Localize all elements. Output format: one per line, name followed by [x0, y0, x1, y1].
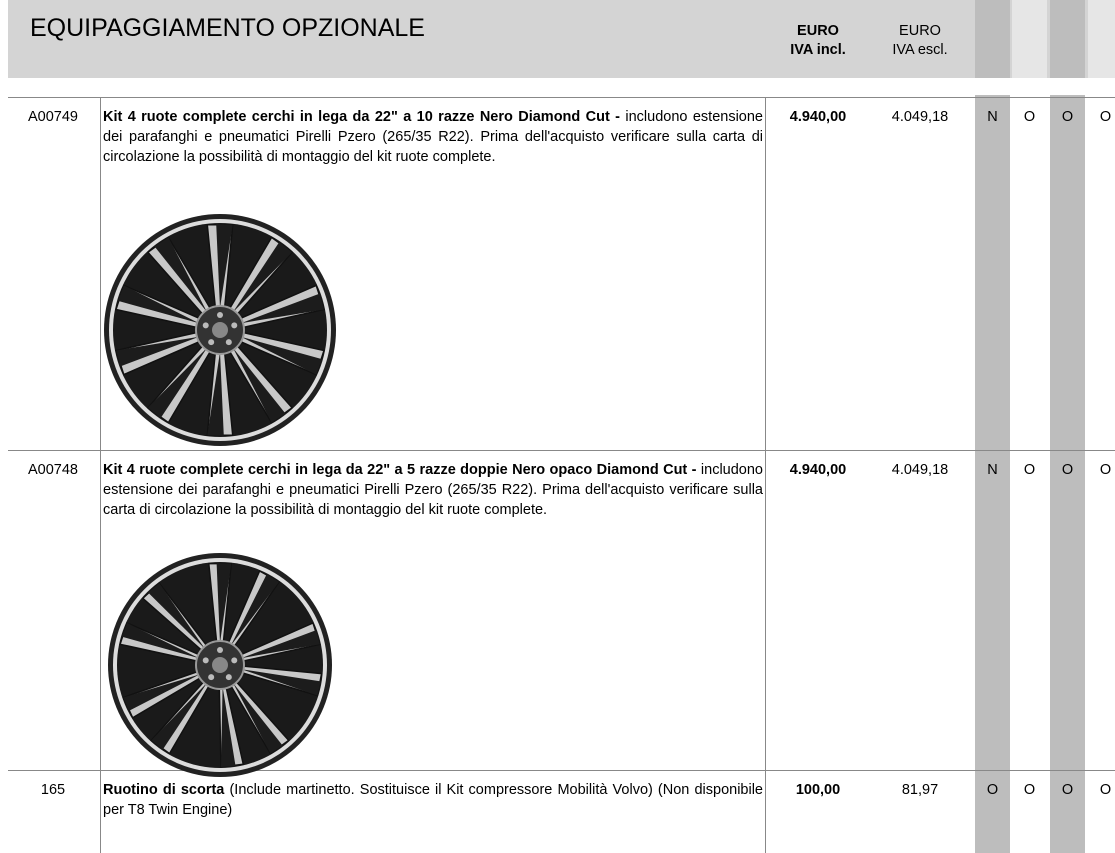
item-text: includono estensione dei parafanghi e pn…: [103, 462, 763, 518]
price-excl: 4.049,18: [891, 462, 949, 478]
wheel-part: [122, 623, 200, 659]
price-excl-header: EURO IVA escl.: [870, 22, 970, 60]
availability: O: [1099, 782, 1112, 798]
title: EQUIPAGGIAMENTO OPZIONALE: [30, 14, 425, 42]
wheel-part: [207, 352, 224, 436]
wheel-part: [202, 657, 209, 664]
wheel-part: [212, 657, 228, 673]
wheel-part: [240, 630, 320, 659]
description: Ruotino di scorta (Include martinetto. S…: [103, 780, 763, 820]
price-excl: 81,97: [901, 782, 939, 798]
code: A00749: [28, 109, 78, 125]
wheel-part: [221, 686, 236, 767]
item-title: Kit 4 ruote complete cerchi in lega da 2…: [103, 109, 621, 125]
price-incl: 4.940,00: [789, 462, 847, 478]
availability: N: [987, 109, 998, 125]
wheel-part: [232, 347, 286, 423]
availability: O: [1023, 782, 1036, 798]
price-incl: 4.940,00: [789, 109, 847, 125]
wheel-part: [216, 563, 232, 643]
code: A00748: [28, 462, 78, 478]
header-col: [1050, 0, 1085, 78]
divider: [765, 97, 766, 853]
item-title: Kit 4 ruote complete cerchi in lega da 2…: [103, 462, 697, 478]
price-incl-header: EURO IVA incl.: [768, 22, 868, 60]
avail-col: [975, 95, 1010, 853]
header-line: IVA incl.: [790, 42, 846, 58]
availability: O: [1061, 782, 1074, 798]
item-text: includono estensione dei parafanghi e pn…: [103, 109, 763, 165]
wheel-part: [217, 312, 223, 318]
price-excl: 4.049,18: [891, 109, 949, 125]
availability: O: [1099, 109, 1112, 125]
wheel-part: [116, 336, 200, 367]
wheel-part: [202, 322, 209, 329]
header-col: [1012, 0, 1047, 78]
availability: O: [1023, 109, 1036, 125]
availability: O: [1061, 462, 1074, 478]
row-line: [8, 770, 1115, 771]
description: Kit 4 ruote complete cerchi in lega da 2…: [103, 107, 763, 167]
wheel-part: [148, 583, 205, 649]
availability: O: [1023, 462, 1036, 478]
avail-col: [1050, 95, 1085, 853]
price-incl: 100,00: [795, 782, 841, 798]
header-line: EURO: [899, 23, 941, 39]
availability: O: [1061, 109, 1074, 125]
wheel-part: [118, 285, 200, 324]
header-col: [1088, 0, 1115, 78]
wheel-part: [225, 339, 232, 346]
row-line: [8, 97, 1115, 98]
wheel-part: [147, 347, 208, 418]
wheel-part: [208, 674, 215, 681]
availability: N: [987, 462, 998, 478]
wheel-part: [216, 224, 233, 308]
header-band: [8, 0, 1115, 78]
availability: O: [1099, 462, 1112, 478]
item-text: (Include martinetto. Sostituisce il Kit …: [103, 782, 763, 818]
wheel-part: [225, 674, 232, 681]
header-line: EURO: [797, 23, 839, 39]
code: 165: [40, 782, 66, 798]
wheel-part: [232, 242, 293, 313]
availability: O: [986, 782, 999, 798]
wheel-part: [241, 669, 321, 696]
wheel-part: [217, 647, 223, 653]
divider: [100, 97, 101, 853]
wheel-part: [151, 682, 208, 750]
wheel-part: [208, 339, 215, 346]
wheel-part: [230, 574, 280, 646]
wheel-part: [240, 293, 324, 324]
wheel-part: [232, 682, 283, 754]
wheel-part: [154, 237, 208, 313]
wheel-part: [123, 674, 200, 711]
wheel-part: [231, 657, 238, 664]
description: Kit 4 ruote complete cerchi in lega da 2…: [103, 460, 763, 520]
wheel-part: [240, 336, 322, 375]
item-title: Ruotino di scorta: [103, 782, 225, 798]
wheel-part: [212, 322, 228, 338]
header-col: [975, 0, 1010, 78]
row-line: [8, 450, 1115, 451]
wheel-part: [231, 322, 238, 329]
header-line: IVA escl.: [892, 42, 948, 58]
